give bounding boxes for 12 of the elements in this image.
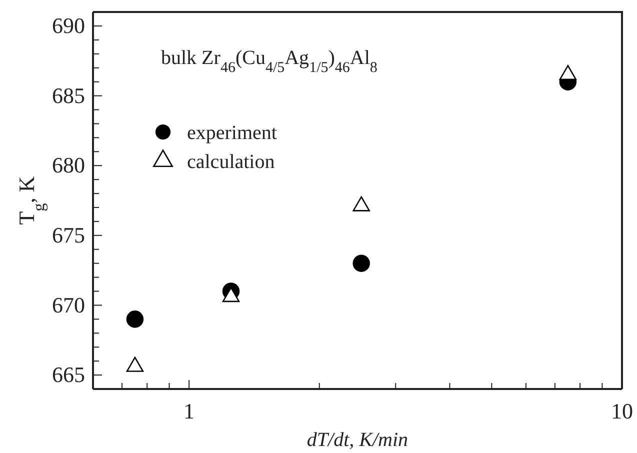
x-tick-label: 1 — [184, 398, 195, 424]
text: bulk Zr$_{46}$(Cu$_{4/5}$Ag$_{1/5}$)$_{46}$Al$_{8}$ — [161, 47, 378, 76]
legend-label: calculation — [187, 151, 275, 173]
x-tick-label: 10 — [611, 398, 633, 424]
y-tick-label: 685 — [52, 82, 85, 108]
y-tick-label: 670 — [52, 292, 85, 318]
y-tick-label: 675 — [52, 222, 85, 248]
legend-label: experiment — [187, 122, 278, 144]
y-tick-label: 665 — [52, 362, 85, 388]
y-tick-label: 690 — [52, 13, 85, 38]
y-tick-label: 680 — [52, 152, 85, 178]
x-axis-title: dT/dt, K/min — [306, 429, 408, 451]
